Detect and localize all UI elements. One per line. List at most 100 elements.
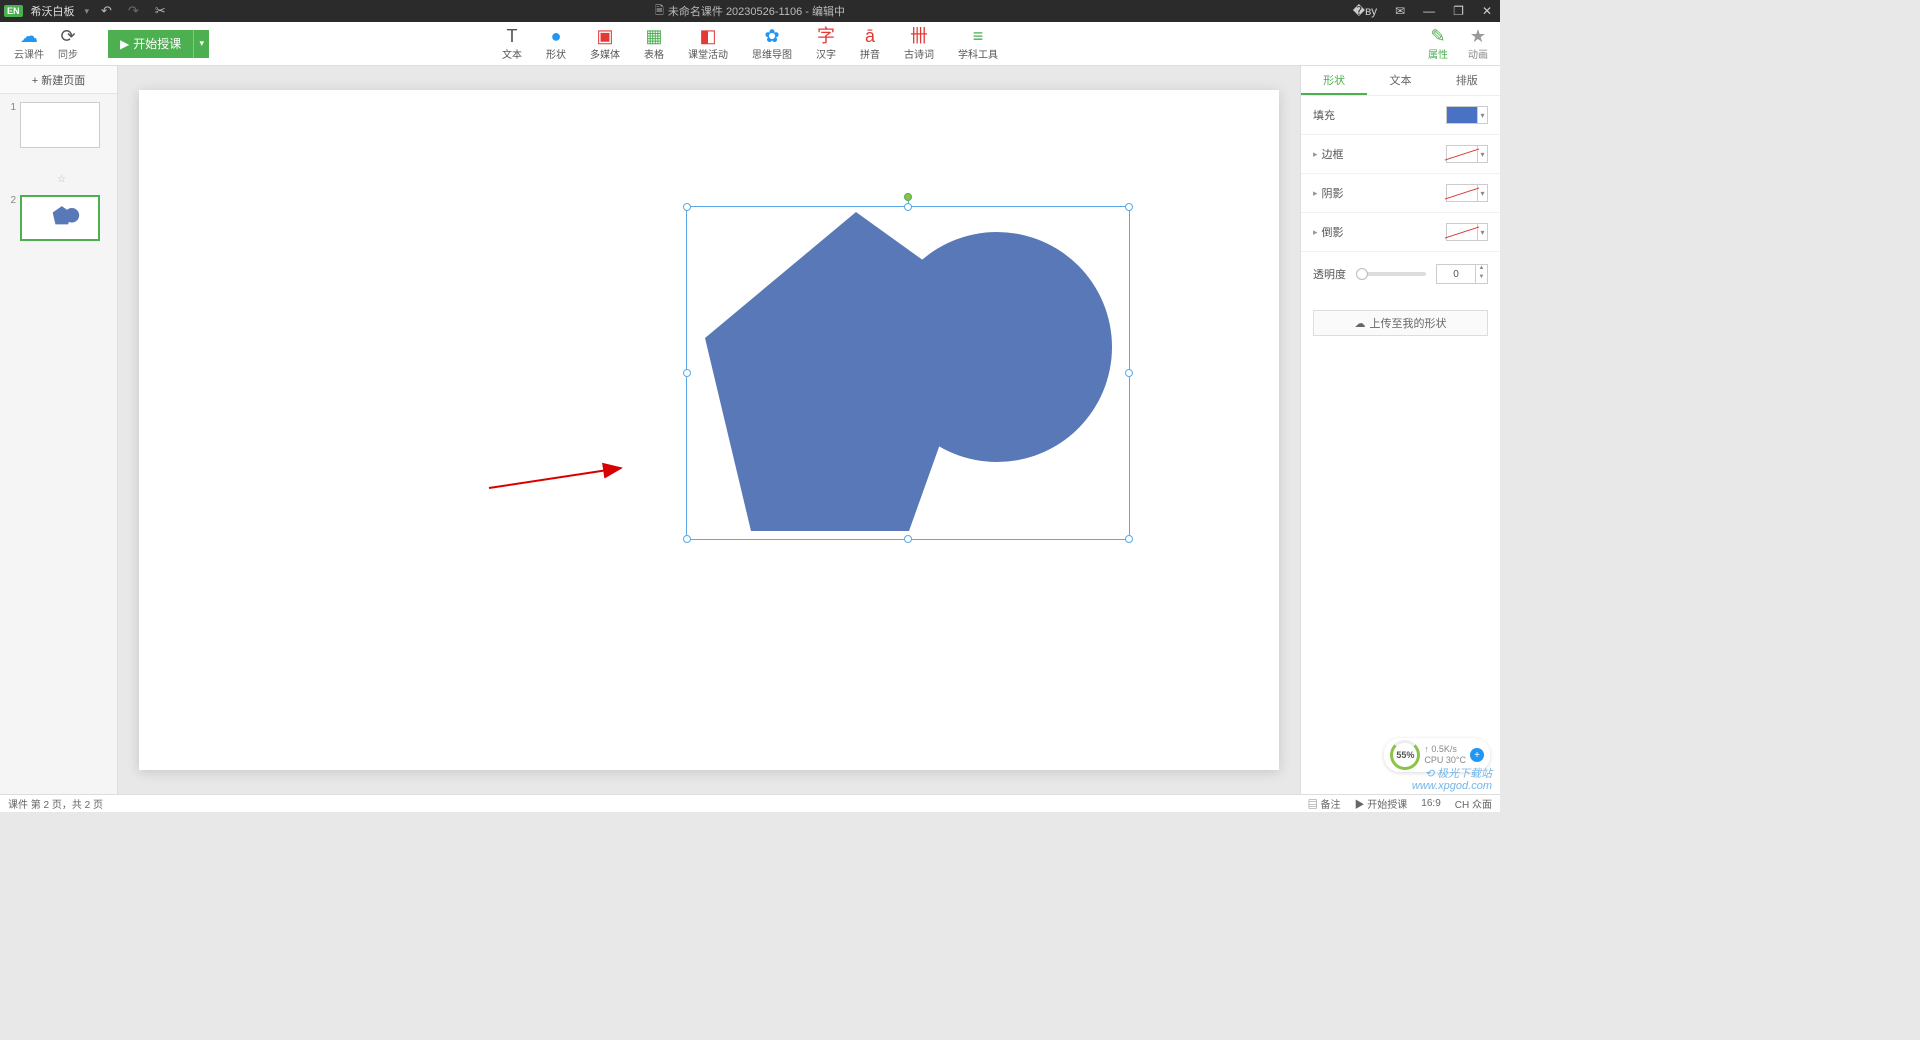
canvas-area[interactable] <box>118 66 1300 794</box>
多媒体-icon: ▣ <box>596 26 613 46</box>
rotation-handle[interactable] <box>904 193 912 201</box>
tool-表格[interactable]: ▦表格 <box>644 26 664 61</box>
share-icon[interactable]: �ву <box>1349 4 1381 18</box>
tool-学科工具[interactable]: ≡学科工具 <box>958 26 998 61</box>
start-label: 开始授课 <box>133 35 181 52</box>
thumb-number: 1 <box>6 102 16 113</box>
border-swatch[interactable] <box>1446 145 1478 163</box>
new-page-button[interactable]: + 新建页面 <box>0 66 117 94</box>
学科工具-icon: ≡ <box>973 26 984 46</box>
sync-button[interactable]: ⟳ 同步 <box>58 27 78 61</box>
fill-label: 填充 <box>1313 107 1335 123</box>
opacity-value[interactable]: 0 <box>1436 264 1476 284</box>
resize-handle-w[interactable] <box>683 369 691 377</box>
opacity-up[interactable]: ▲ <box>1476 265 1487 274</box>
tool-多媒体[interactable]: ▣多媒体 <box>590 26 620 61</box>
思维导图-icon: ✿ <box>764 26 779 46</box>
remark-button[interactable]: ▤ 备注 <box>1308 796 1341 811</box>
课堂活动-icon: ◧ <box>699 26 716 46</box>
system-monitor-widget[interactable]: 55% ↑ 0.5K/s CPU 30°C + <box>1384 738 1490 772</box>
play-button[interactable]: ▶ 开始授课 <box>1355 796 1408 811</box>
app-badge: EN <box>4 5 23 17</box>
reflection-dropdown[interactable]: ▾ <box>1478 223 1488 241</box>
fill-color-dropdown[interactable]: ▾ <box>1478 106 1488 124</box>
opacity-slider[interactable] <box>1356 272 1426 276</box>
resize-handle-s[interactable] <box>904 535 912 543</box>
slide-thumbnail-2[interactable] <box>20 195 100 241</box>
reflection-swatch[interactable] <box>1446 223 1478 241</box>
minimize-button[interactable]: — <box>1419 4 1439 18</box>
cut-icon[interactable]: ✂ <box>151 3 170 19</box>
tool-思维导图[interactable]: ✿思维导图 <box>752 26 792 61</box>
close-button[interactable]: ✕ <box>1478 4 1496 18</box>
属性-icon: ✎ <box>1430 26 1445 46</box>
mail-icon[interactable]: ✉ <box>1391 4 1409 18</box>
redo-icon[interactable]: ↷ <box>124 3 143 19</box>
tool-汉字[interactable]: 字汉字 <box>816 26 836 61</box>
sync-label: 同步 <box>58 46 78 61</box>
document-icon: 🗎 <box>655 2 664 21</box>
app-name: 希沃白板 <box>31 3 75 19</box>
shadow-dropdown[interactable]: ▾ <box>1478 184 1488 202</box>
document-title: 未命名课件 20230526-1106 - 编辑中 <box>668 3 845 19</box>
slide-thumbnail-1[interactable] <box>20 102 100 148</box>
shadow-label: 阴影 <box>1322 185 1344 201</box>
app-menu-dropdown[interactable]: ▾ <box>85 6 90 17</box>
start-teaching-button[interactable]: ▶开始授课 ▾ <box>108 30 209 58</box>
rtool-属性[interactable]: ✎属性 <box>1428 26 1448 61</box>
拼音-icon: ā <box>865 26 875 46</box>
tab-text[interactable]: 文本 <box>1367 66 1433 95</box>
gauge-percent: 55% <box>1390 740 1420 770</box>
thumb-number: 2 <box>6 195 16 206</box>
status-bar: 课件 第 2 页，共 2 页 ▤ 备注 ▶ 开始授课 16:9 CH 众面 <box>0 794 1500 812</box>
aspect-ratio[interactable]: 16:9 <box>1421 798 1440 809</box>
表格-icon: ▦ <box>645 26 662 46</box>
形状-icon: ● <box>551 26 562 46</box>
slide[interactable] <box>139 90 1279 770</box>
fill-color-swatch[interactable] <box>1446 106 1478 124</box>
tool-课堂活动[interactable]: ◧课堂活动 <box>688 26 728 61</box>
cloud-upload-icon: ☁ <box>1355 317 1366 330</box>
resize-handle-sw[interactable] <box>683 535 691 543</box>
cloud-label: 云课件 <box>14 46 44 61</box>
ime-indicator: CH 众面 <box>1455 796 1492 811</box>
star-icon: ☆ <box>57 174 66 185</box>
tool-拼音[interactable]: ā拼音 <box>860 26 880 61</box>
tab-shape[interactable]: 形状 <box>1301 66 1367 95</box>
opacity-label: 透明度 <box>1313 266 1346 282</box>
sync-icon: ⟳ <box>60 27 75 45</box>
net-speed: 0.5K/s <box>1431 744 1457 754</box>
start-dropdown[interactable]: ▾ <box>193 30 209 58</box>
rtool-动画[interactable]: ★动画 <box>1468 26 1488 61</box>
shadow-swatch[interactable] <box>1446 184 1478 202</box>
main-toolbar: ☁ 云课件 ⟳ 同步 ▶开始授课 ▾ T文本 ●形状 ▣多媒体 ▦表格 ◧课堂活动 ✿思维… <box>0 22 1500 66</box>
resize-handle-e[interactable] <box>1125 369 1133 377</box>
selection-box <box>686 206 1130 540</box>
border-label: 边框 <box>1322 146 1344 162</box>
cloud-icon: ☁ <box>20 27 38 45</box>
tool-文本[interactable]: T文本 <box>502 26 522 61</box>
tool-古诗词[interactable]: 卌古诗词 <box>904 26 934 61</box>
cloud-courseware-button[interactable]: ☁ 云课件 <box>14 27 44 61</box>
border-dropdown[interactable]: ▾ <box>1478 145 1488 163</box>
tab-layout[interactable]: 排版 <box>1434 66 1500 95</box>
opacity-slider-thumb[interactable] <box>1356 268 1368 280</box>
title-bar: EN 希沃白板 ▾ ↶ ↷ ✂ 🗎 未命名课件 20230526-1106 - … <box>0 0 1500 22</box>
汉字-icon: 字 <box>817 26 835 46</box>
slide-panel: + 新建页面 1 ☆ 2 <box>0 66 118 794</box>
tool-形状[interactable]: ●形状 <box>546 26 566 61</box>
maximize-button[interactable]: ❐ <box>1449 4 1468 18</box>
resize-handle-n[interactable] <box>904 203 912 211</box>
resize-handle-ne[interactable] <box>1125 203 1133 211</box>
文本-icon: T <box>507 26 518 46</box>
plus-badge-icon[interactable]: + <box>1470 748 1484 762</box>
cpu-temp: CPU 30°C <box>1424 755 1466 766</box>
upload-shape-button[interactable]: ☁ 上传至我的形状 <box>1313 310 1488 336</box>
resize-handle-nw[interactable] <box>683 203 691 211</box>
opacity-down[interactable]: ▼ <box>1476 274 1487 283</box>
undo-icon[interactable]: ↶ <box>97 3 116 19</box>
upload-label: 上传至我的形状 <box>1370 315 1447 331</box>
resize-handle-se[interactable] <box>1125 535 1133 543</box>
reflection-label: 倒影 <box>1322 224 1344 240</box>
page-indicator: 课件 第 2 页，共 2 页 <box>8 796 103 811</box>
